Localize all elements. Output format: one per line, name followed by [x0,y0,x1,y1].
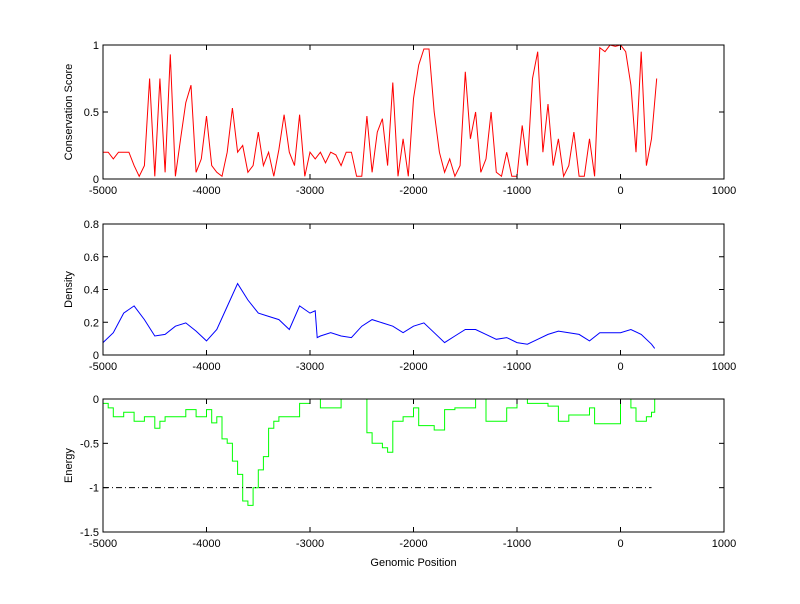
y-tick-label: 0 [93,394,99,406]
x-tick-label: -3000 [296,185,324,197]
x-tick-label: -4000 [192,361,220,373]
x-axis-label: Genomic Position [370,557,456,569]
x-tick-label: 0 [617,538,623,550]
x-tick-label: -4000 [192,185,220,197]
y-tick-label: 0 [93,174,99,186]
y-tick-label: 0.2 [84,317,99,329]
axes-box [102,44,725,180]
x-tick-label: -4000 [192,538,220,550]
x-tick-label: -2000 [399,185,427,197]
y-tick-label: 0.6 [84,252,99,264]
series-line [103,44,658,178]
x-tick-label: -5000 [89,361,117,373]
x-tick-label: -3000 [296,538,324,550]
x-tick-label: -5000 [89,538,117,550]
y-axis-label: Density [63,271,75,308]
x-tick-label: -1000 [503,538,531,550]
x-tick-label: 0 [617,361,623,373]
y-tick-label: 0 [93,350,99,362]
y-tick-label: 0.4 [84,285,99,297]
y-axis-label: Energy [63,448,75,483]
x-tick-label: -1000 [503,185,531,197]
x-tick-label: -5000 [89,185,117,197]
subplot-1: -5000 -4000 -3000 -2000 -1000 0 1000 0 0.5 1 Conse… [63,40,736,197]
subplot-2: -5000 -4000 -3000 -2000 -1000 0 1000 0 0.2 0.4 0.6… [63,219,736,373]
y-tick-label: -0.5 [80,438,99,450]
x-tick-label: 1000 [712,538,736,550]
x-tick-label: -3000 [296,361,324,373]
series-line [102,282,656,349]
x-tick-label: -2000 [399,538,427,550]
y-tick-label: 0.5 [84,107,99,119]
x-tick-label: 0 [617,185,623,197]
x-tick-label: -2000 [399,361,427,373]
y-tick-label: 0.8 [84,219,99,231]
y-axis-label: Conservation Score [63,64,75,161]
axes-box [102,223,725,356]
x-tick-label: 1000 [712,361,736,373]
series-line [103,398,656,506]
y-tick-label: -1 [89,483,99,495]
x-tick-label: 1000 [712,185,736,197]
y-tick-label: -1.5 [80,527,99,539]
axes-box [102,398,725,533]
subplot-3: -5000 -4000 -3000 -2000 -1000 0 1000 -1.5 -1 -0.5… [63,394,736,569]
x-tick-label: -1000 [503,361,531,373]
y-tick-label: 1 [93,40,99,52]
